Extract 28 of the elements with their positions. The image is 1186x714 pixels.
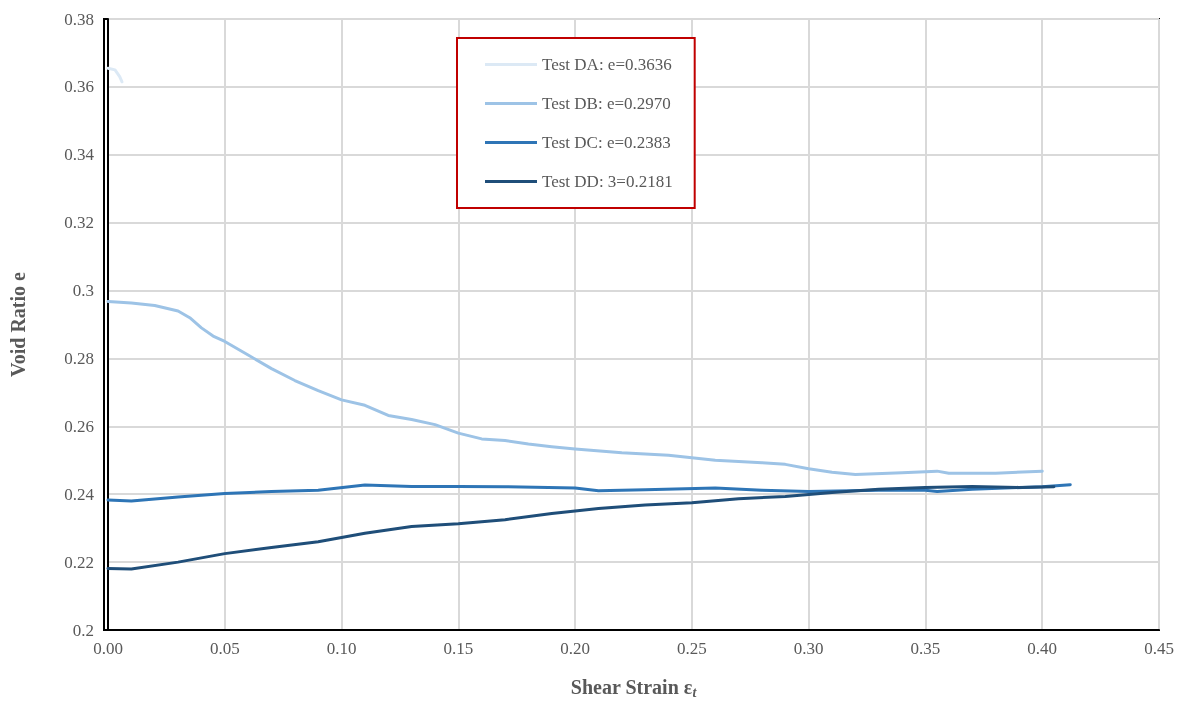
x-tick-label: 0.20: [560, 639, 590, 658]
x-tick-label: 0.00: [93, 639, 123, 658]
y-tick-label: 0.26: [64, 416, 94, 436]
line-series: [106, 299, 1044, 477]
legend-label: Test DC: e=0.2383: [542, 133, 671, 152]
legend-label: Test DA: e=0.3636: [542, 55, 672, 74]
y-tick-label: 0.2: [72, 620, 94, 640]
x-tick-label: 0.25: [677, 639, 707, 658]
y-tick-label: 0.3: [72, 281, 94, 301]
x-tick-label: 0.15: [443, 639, 474, 658]
y-tick-label: 0.24: [64, 484, 95, 504]
x-tick-label: 0.10: [326, 639, 357, 658]
y-tick-label: 0.34: [64, 145, 95, 165]
y-axis-title: Void Ratio e: [7, 271, 29, 377]
line-series: [106, 66, 124, 84]
legend-label: Test DD: 3=0.2181: [542, 172, 673, 191]
y-tick-label: 0.28: [64, 348, 94, 368]
y-tick-label: 0.36: [64, 77, 94, 97]
x-tick-label: 0.05: [209, 639, 240, 658]
y-tick-label: 0.22: [64, 552, 94, 572]
y-tick-label: 0.38: [64, 9, 94, 29]
legend-label: Test DB: e=0.2970: [542, 94, 671, 113]
y-tick-label: 0.32: [64, 213, 94, 233]
x-tick-label: 0.30: [793, 639, 824, 658]
x-tick-label: 0.40: [1027, 639, 1058, 658]
x-tick-label: 0.45: [1144, 639, 1174, 658]
x-tick-label: 0.35: [910, 639, 941, 658]
line-series: [106, 484, 1056, 571]
